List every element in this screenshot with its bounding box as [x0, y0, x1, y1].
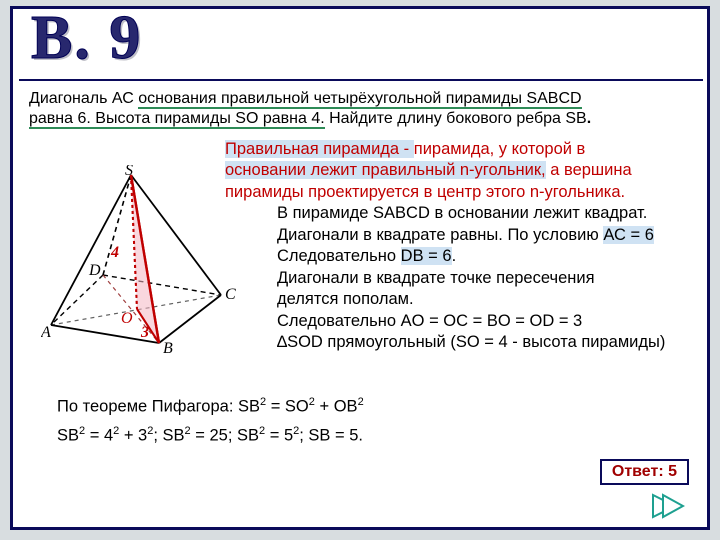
slide-title: В. 9: [31, 3, 142, 74]
b-l2e: = 25; SB: [191, 426, 259, 444]
slide-frame: В. 9 Диагональ АС основания правильной ч…: [10, 6, 710, 530]
solution-bottom: По теореме Пифагора: SB2 = SO2 + OB2 SB2…: [57, 395, 697, 447]
ex-l3: пирамиды проектируется в центр этого n-у…: [225, 183, 625, 201]
problem-l2a: равна 6. Высота пирамиды SO равна 4.: [29, 110, 325, 129]
ex-l6b: DB = 6: [401, 247, 452, 265]
ex-l5a: Диагонали в квадрате равны. По условию: [277, 226, 603, 244]
b-l2f: = 5: [265, 426, 293, 444]
pyramid-diagram: S A B C D O 4 3: [41, 165, 251, 355]
problem-l1b: основания правильной четырёхугольной пир…: [138, 90, 581, 109]
label-half: 3: [140, 324, 149, 341]
b-l1: По теореме Пифагора: SB: [57, 398, 260, 416]
label-B: B: [163, 340, 173, 355]
ex-l10: ∆SOD прямоугольный (SO = 4 - высота пира…: [277, 333, 665, 351]
explanation: Правильная пирамида - пирамида, у которо…: [225, 139, 699, 353]
problem-text: Диагональ АС основания правильной четырё…: [29, 89, 693, 129]
b-l1c: + OB: [315, 398, 358, 416]
label-O: O: [121, 310, 133, 327]
ex-l5b: АС = 6: [603, 226, 654, 244]
ex-l4: В пирамиде SABCD в основании лежит квадр…: [277, 204, 647, 222]
problem-l1a: Диагональ АС: [29, 90, 138, 107]
ex-l9: Следовательно AO = OC = BO = OD = 3: [277, 312, 582, 330]
label-S: S: [125, 165, 133, 179]
ex-l8: делятся пополам.: [277, 290, 414, 308]
b-l2g: ; SB = 5.: [299, 426, 363, 444]
ex-l6a: Следовательно: [277, 247, 401, 265]
b-l2b: = 4: [85, 426, 113, 444]
label-D: D: [88, 262, 101, 279]
answer-box: Ответ: 5: [600, 459, 689, 485]
title-divider: [19, 79, 703, 81]
label-A: A: [41, 324, 51, 341]
problem-dot: .: [587, 110, 591, 127]
label-h: 4: [110, 244, 119, 261]
next-icon: [651, 493, 685, 519]
ex-l1b: пирамида, у которой в: [414, 140, 586, 158]
ex-l2a: основании лежит правильный n-угольник,: [225, 161, 546, 179]
b-l2c: + 3: [119, 426, 147, 444]
problem-l2b: Найдите длину бокового ребра SB: [325, 110, 587, 127]
next-button[interactable]: [651, 493, 685, 519]
ex-l1a: Правильная пирамида -: [225, 140, 414, 158]
b-l2d: ; SB: [153, 426, 184, 444]
b-l2a: SB: [57, 426, 79, 444]
ex-l2b: а вершина: [546, 161, 632, 179]
b-l1b: = SO: [266, 398, 309, 416]
ex-l7: Диагонали в квадрате точке пересечения: [277, 269, 595, 287]
ex-l6c: .: [452, 247, 457, 265]
